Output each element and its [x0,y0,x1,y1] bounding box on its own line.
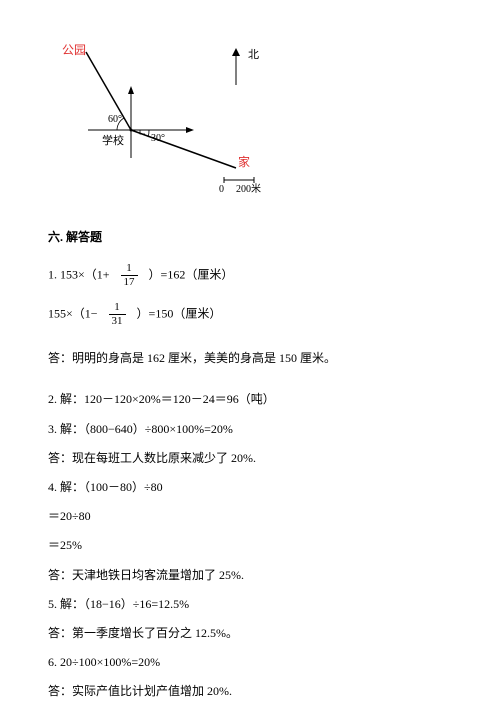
q1-line1: 1. 153×（1+ 1 17 ）=162（厘米） [48,263,452,288]
q2: 2. 解：120－120×20%＝120－24＝96（吨） [48,390,452,409]
angle-30: 30° [151,133,165,144]
q1-suffix2: ）=150（厘米） [137,306,222,320]
diagram-svg: 北 60° 30° 公园 学校 家 0 200米 [56,40,296,200]
home-label: 家 [238,154,250,169]
compass-diagram: 北 60° 30° 公园 学校 家 0 200米 [56,40,452,200]
q6-answer: 答：实际产值比计划产值增加 20%. [48,682,452,701]
scale-0: 0 [219,184,224,195]
q4-line1: 4. 解：（100－80）÷80 [48,478,452,497]
q3-calc: 3. 解：（800−640）÷800×100%=20% [48,420,452,439]
frac-den: 17 [121,276,138,288]
q4-line3: ＝25% [48,536,452,555]
q1-prefix1: 1. 153×（1+ [48,267,110,281]
q4-answer: 答：天津地铁日均客流量增加了 25%. [48,566,452,585]
q5-calc: 5. 解：（18−16）÷16=12.5% [48,595,452,614]
frac-den: 31 [109,315,126,327]
q1-line2: 155×（1− 1 31 ）=150（厘米） [48,302,452,327]
q1-answer: 答：明明的身高是 162 厘米，美美的身高是 150 厘米。 [48,349,452,368]
q3-answer: 答：现在每班工人数比原来减少了 20%. [48,449,452,468]
q1-frac1: 1 17 [121,263,138,288]
q1-frac2: 1 31 [109,302,126,327]
q1-prefix2: 155×（1− [48,306,98,320]
angle-60: 60° [108,114,122,125]
q1-suffix1: ）=162（厘米） [149,267,234,281]
school-label: 学校 [102,133,124,147]
q5-answer: 答：第一季度增长了百分之 12.5%。 [48,624,452,643]
frac-num: 1 [121,263,138,276]
north-label: 北 [248,48,259,61]
q4-line2: ＝20÷80 [48,507,452,526]
section-title: 六. 解答题 [48,228,452,247]
frac-num: 1 [109,302,126,315]
park-label: 公园 [62,43,86,57]
q6-calc: 6. 20÷100×100%=20% [48,653,452,672]
scale-200: 200米 [236,182,261,195]
